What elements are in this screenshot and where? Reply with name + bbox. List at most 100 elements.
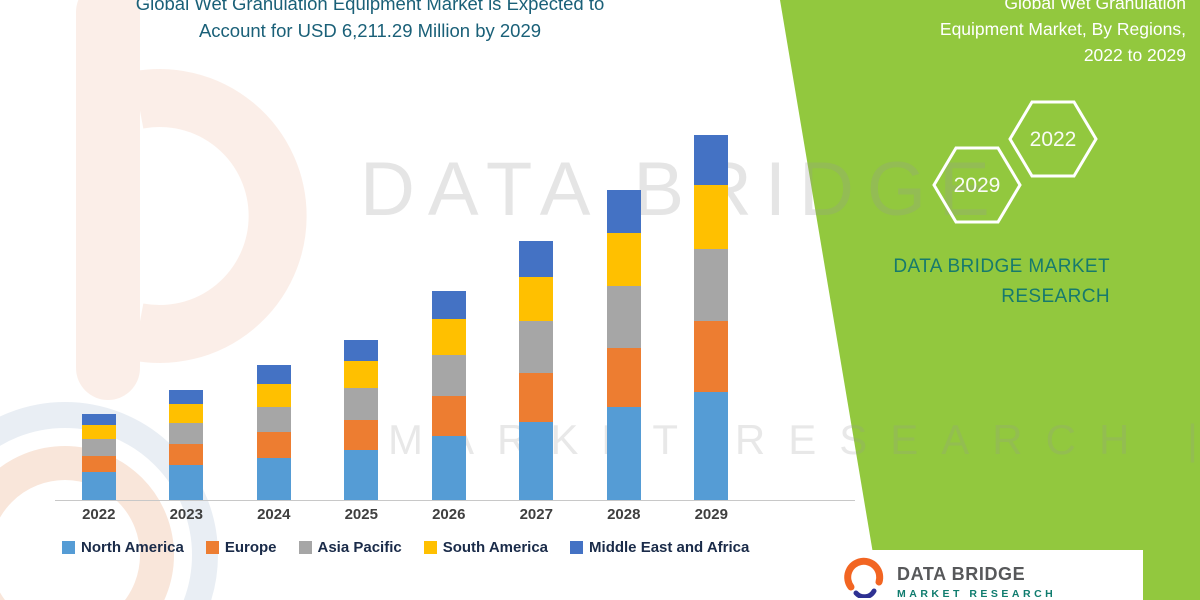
bar-segment-asia-pacific [606,286,641,348]
bar-slot [405,135,493,500]
bar-slot [493,135,581,500]
legend-label: South America [442,539,549,556]
data-bridge-logo-icon [844,557,884,598]
bar-segment-europe [606,347,641,408]
x-axis-label-2024: 2024 [257,506,291,523]
x-axis-label-2027: 2027 [519,506,553,523]
stacked-bar-2024 [256,365,291,500]
side-brand-line1: DATA BRIDGE MARKET [893,256,1110,277]
bar-segment-north-america [519,421,554,500]
bar-segment-europe [519,372,554,422]
hexagon-2029-label: 2029 [954,174,1001,197]
bar-segment-europe [81,455,116,472]
x-axis-label-2022: 2022 [82,506,116,523]
bar-segment-asia-pacific [344,388,379,420]
side-heading-line1: Global Wet Granulation [1004,0,1186,13]
legend-label: Asia Pacific [317,539,402,556]
legend-swatch [62,541,75,554]
bar-segment-south-america [606,232,641,287]
bar-slot [55,135,143,500]
legend-swatch [298,541,312,554]
footer-brand-name: DATA BRIDGE [897,564,1026,584]
x-axis-labels: 2022 2023 2024 2025 2026 2027 2028 2029 [55,506,755,523]
side-heading-line3: 2022 to 2029 [1083,45,1186,65]
year-hexagons: 2029 2022 [932,100,1098,224]
legend-swatch [570,541,584,554]
bar-segment-north-america [431,435,466,500]
legend-label: North America [81,539,184,556]
bar-segment-asia-pacific [431,354,466,396]
bar-segment-europe [431,396,466,436]
footer-brand-subtext: MARKET RESEARCH [897,588,1057,600]
stacked-bar-2028 [606,190,641,500]
data-bridge-text-watermark: DATA BRIDGE [360,147,1003,232]
bar-slot [580,135,668,500]
bar-segment-south-america [694,185,729,249]
bar-segment-north-america [81,471,116,500]
side-panel-heading: Global Wet Granulation Equipment Market,… [940,0,1186,68]
bar-segment-middle-east-and-africa [81,413,116,425]
footer-logo: DATA BRIDGE MARKET RESEARCH [835,550,1143,600]
hexagon-2022-label: 2022 [1030,128,1077,151]
bar-segment-south-america [256,383,291,407]
bar-segment-europe [694,321,729,392]
legend-swatch [205,541,219,554]
bar-slot [318,135,406,500]
chart-title-line1: Global Wet Granulation Equipment Market … [135,0,605,14]
bar-segment-middle-east-and-africa [519,241,554,277]
bar-segment-europe [169,444,204,465]
legend-item-south-america: South America [423,539,549,556]
x-axis-line [55,500,855,501]
bar-segment-middle-east-and-africa [694,135,729,186]
side-heading-line2: Equipment Market, By Regions, [939,19,1186,39]
legend-swatch [423,541,437,554]
bar-segment-asia-pacific [694,248,729,322]
legend-item-north-america: North America [62,539,184,556]
legend-label: Europe [224,539,277,556]
x-axis-label-2023: 2023 [169,506,203,523]
bar-segment-south-america [344,361,379,389]
legend-item-europe: Europe [205,539,277,556]
x-axis-label-2026: 2026 [432,506,466,523]
bar-segment-asia-pacific [81,439,116,456]
bar-segment-south-america [81,424,116,440]
bar-segment-middle-east-and-africa [169,389,204,405]
stacked-bar-2023 [169,389,204,500]
bar-segment-asia-pacific [256,406,291,433]
bar-segment-europe [256,432,291,458]
legend-item-middle-east-and-africa: Middle East and Africa [570,539,749,556]
stacked-bar-chart [55,135,755,500]
bar-segment-middle-east-and-africa [606,190,641,233]
stacked-bar-2027 [519,241,554,500]
bar-segment-north-america [169,464,204,500]
background-logo-watermark [76,0,307,400]
chart-title: Global Wet Granulation Equipment Market … [60,0,680,44]
side-panel-brand-text: DATA BRIDGE MARKET RESEARCH [893,252,1110,312]
legend-label: Middle East and Africa [589,539,750,556]
bar-slot [668,135,756,500]
bar-segment-north-america [256,457,291,500]
bar-segment-middle-east-and-africa [344,339,379,362]
bar-segment-south-america [169,404,204,424]
bar-segment-north-america [694,391,729,500]
chart-legend: North America Europe Asia Pacific South Ame… [62,539,749,556]
x-axis-label-2028: 2028 [607,506,641,523]
x-axis-label-2025: 2025 [344,506,378,523]
bar-segment-north-america [606,407,641,500]
side-brand-line2: RESEARCH [1001,286,1110,307]
hexagon-2029 [932,146,1022,224]
bar-segment-asia-pacific [519,321,554,373]
legend-item-asia-pacific: Asia Pacific [298,539,402,556]
bar-segment-middle-east-and-africa [431,290,466,320]
hexagon-2022 [1008,100,1098,178]
bar-segment-south-america [519,276,554,322]
bar-segment-south-america [431,319,466,355]
chart-title-line2: Account for USD 6,211.29 Million by 2029 [198,20,542,41]
bar-segment-north-america [344,450,379,500]
bar-slot [230,135,318,500]
stacked-bar-2029 [694,135,729,500]
stacked-bar-2025 [344,339,379,500]
bar-segment-europe [344,419,379,451]
x-axis-label-2029: 2029 [694,506,728,523]
